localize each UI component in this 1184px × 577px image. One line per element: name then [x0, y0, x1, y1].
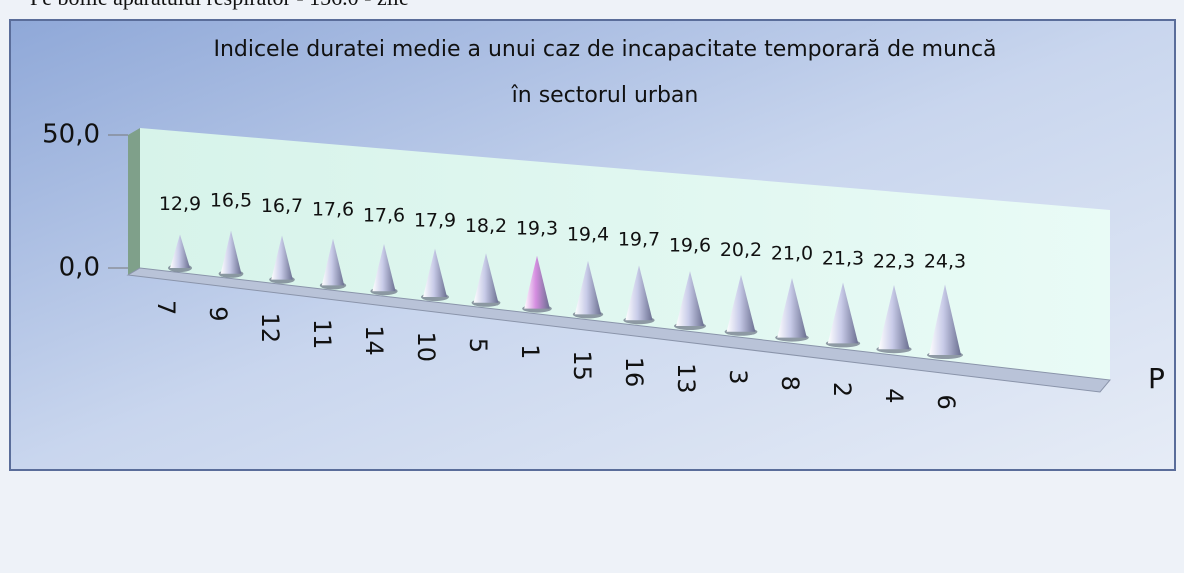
cone [473, 253, 499, 303]
x-tick-label: 16 [620, 357, 648, 388]
y-tick-label: 50,0 [42, 120, 100, 150]
x-tick-label: 12 [256, 313, 284, 344]
side-wall [128, 128, 140, 275]
cone [170, 234, 190, 268]
x-tick-label: 5 [464, 338, 492, 353]
cone [827, 282, 859, 344]
x-tick-label: 8 [776, 376, 804, 391]
value-label: 17,9 [414, 210, 456, 232]
x-tick-label: 15 [568, 350, 596, 381]
cone [321, 238, 345, 286]
caption: Pe bolile aparatului respirator - 156.0 … [30, 0, 409, 10]
value-label: 17,6 [363, 205, 405, 227]
value-label: 21,3 [822, 247, 864, 269]
value-label: 24,3 [924, 251, 966, 273]
cone [423, 248, 447, 297]
cone [878, 284, 910, 350]
value-label: 21,0 [771, 242, 813, 264]
value-label: 17,6 [312, 199, 354, 221]
chart-title: Indicele duratei medie a unui caz de inc… [213, 37, 996, 62]
value-label: 19,6 [669, 235, 711, 257]
x-tick-label: 4 [880, 388, 908, 403]
back-wall [140, 128, 1110, 380]
value-label: 16,5 [210, 190, 252, 212]
floor [126, 267, 1111, 393]
y-tick-label: 0,0 [59, 253, 100, 283]
value-label: 19,3 [516, 218, 558, 240]
x-tick-label: 7 [152, 300, 180, 315]
cone [676, 271, 704, 326]
cone [271, 235, 293, 280]
value-label: 19,7 [618, 228, 660, 250]
x-tick-label: 1 [516, 344, 544, 359]
cone [625, 265, 653, 321]
value-label: 18,2 [465, 215, 507, 237]
x-tick-label: 14 [360, 325, 388, 356]
cone [524, 255, 550, 309]
cone [574, 260, 602, 315]
value-label: 20,2 [720, 239, 762, 261]
x-tick-label: 2 [828, 382, 856, 397]
chart-title: în sectorul urban [511, 83, 699, 108]
x-axis-label: P [1148, 362, 1165, 395]
x-tick-label: 13 [672, 363, 700, 394]
x-tick-label: 9 [204, 306, 232, 321]
value-label: 22,3 [873, 250, 915, 272]
cone [929, 284, 961, 355]
cone [220, 230, 242, 274]
cone [777, 277, 807, 338]
value-label: 19,4 [567, 223, 609, 245]
x-tick-label: 3 [724, 369, 752, 384]
cone [726, 274, 756, 332]
x-tick-label: 10 [412, 332, 440, 363]
x-tick-label: 11 [308, 319, 336, 350]
cone [372, 244, 396, 292]
x-tick-label: 6 [932, 395, 960, 410]
value-label: 12,9 [159, 193, 201, 215]
value-label: 16,7 [261, 195, 303, 217]
